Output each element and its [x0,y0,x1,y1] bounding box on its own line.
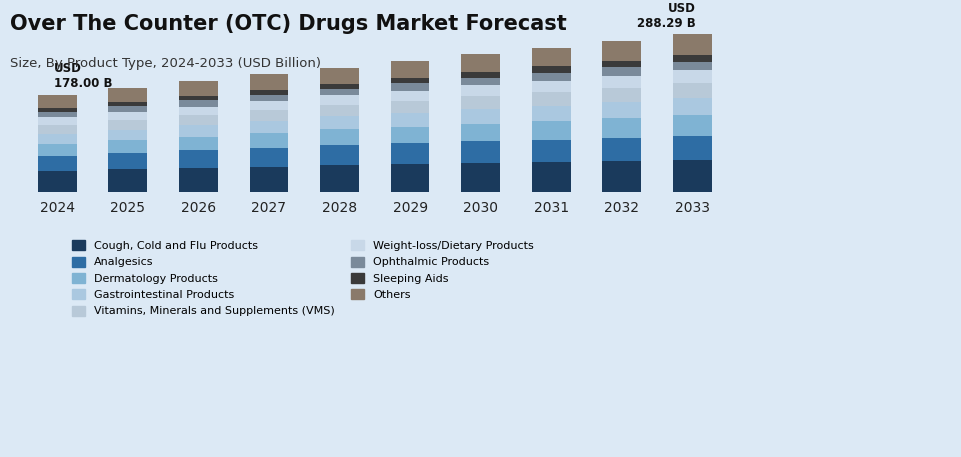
Bar [37,156,77,171]
Bar [320,117,358,129]
Bar [603,118,641,138]
Bar [461,109,500,123]
Bar [250,110,288,121]
Bar [673,70,712,83]
Bar [391,127,430,143]
Legend: Cough, Cold and Flu Products, Analgesics, Dermatology Products, Gastrointestinal: Cough, Cold and Flu Products, Analgesics… [67,236,538,321]
Bar [37,125,77,134]
Bar [603,138,641,161]
Bar [320,145,358,165]
Bar [673,115,712,136]
Bar [179,81,218,96]
Bar [461,54,500,72]
Bar [37,108,77,112]
Bar [531,92,571,106]
Bar [461,78,500,85]
Bar [531,66,571,73]
Bar [109,120,147,130]
Bar [37,143,77,156]
Bar [179,168,218,192]
Text: USD
178.00 B: USD 178.00 B [54,62,112,90]
Bar [603,102,641,118]
Bar [461,72,500,78]
Bar [603,41,641,61]
Bar [531,106,571,121]
Bar [250,133,288,148]
Text: USD
288.29 B: USD 288.29 B [637,2,696,30]
Bar [673,136,712,160]
Bar [320,84,358,89]
Bar [250,74,288,90]
Bar [109,106,147,112]
Bar [391,143,430,164]
Bar [109,170,147,192]
Bar [391,90,430,101]
Bar [391,61,430,78]
Bar [109,112,147,120]
Bar [531,73,571,80]
Bar [320,165,358,192]
Bar [250,121,288,133]
Bar [673,98,712,115]
Bar [391,78,430,83]
Bar [109,88,147,102]
Bar [603,161,641,192]
Bar [603,88,641,102]
Bar [37,95,77,108]
Bar [320,105,358,117]
Bar [461,96,500,109]
Bar [461,163,500,192]
Bar [250,95,288,101]
Text: Size, By Product Type, 2024-2033 (USD Billion): Size, By Product Type, 2024-2033 (USD Bi… [10,57,321,70]
Bar [603,76,641,88]
Bar [320,96,358,105]
Bar [37,117,77,125]
Bar [179,106,218,115]
Bar [109,140,147,153]
Bar [320,68,358,84]
Bar [250,90,288,95]
Bar [673,83,712,98]
Bar [179,150,218,168]
Bar [531,139,571,162]
Bar [109,153,147,170]
Bar [320,129,358,145]
Bar [531,121,571,139]
Bar [603,61,641,67]
Bar [531,80,571,92]
Bar [673,55,712,62]
Text: Over The Counter (OTC) Drugs Market Forecast: Over The Counter (OTC) Drugs Market Fore… [10,14,566,34]
Bar [179,125,218,137]
Bar [391,113,430,127]
Bar [320,89,358,96]
Bar [673,34,712,55]
Bar [179,115,218,125]
Bar [531,48,571,66]
Bar [179,101,218,106]
Bar [461,123,500,141]
Bar [250,148,288,167]
Bar [391,83,430,90]
Bar [673,62,712,70]
Bar [673,160,712,192]
Bar [179,96,218,101]
Bar [37,171,77,192]
Bar [109,102,147,106]
Bar [461,141,500,163]
Bar [250,167,288,192]
Bar [37,134,77,143]
Bar [250,101,288,110]
Bar [603,67,641,76]
Bar [531,162,571,192]
Bar [109,130,147,140]
Bar [391,164,430,192]
Bar [37,112,77,117]
Bar [179,137,218,150]
Bar [461,85,500,96]
Bar [391,101,430,113]
